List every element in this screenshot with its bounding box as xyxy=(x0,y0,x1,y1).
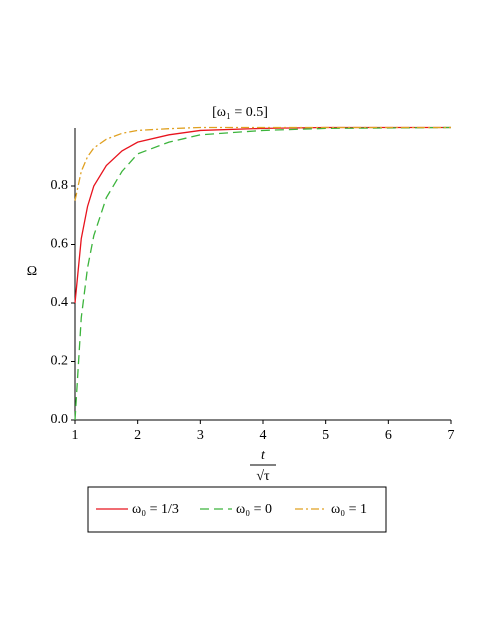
legend-label: ω₀ = 0 xyxy=(236,502,272,517)
legend-label: ω₀ = 1 xyxy=(331,502,367,517)
x-tick-label: 4 xyxy=(260,428,267,443)
chart-title: [ω₁ = 0.5] xyxy=(212,105,268,120)
y-tick-label: 0.4 xyxy=(51,295,69,310)
x-tick-label: 6 xyxy=(385,428,392,443)
x-label-denominator: √τ xyxy=(256,469,270,484)
series-line xyxy=(74,126,452,421)
y-tick-label: 0.2 xyxy=(51,354,69,369)
x-tick-label: 5 xyxy=(322,428,329,443)
y-tick-label: 0.0 xyxy=(51,412,69,427)
x-tick-label: 1 xyxy=(72,428,79,443)
x-label-numerator: t xyxy=(261,448,266,463)
y-tick-label: 0.8 xyxy=(51,178,69,193)
legend-box xyxy=(87,486,387,533)
legend-label: ω₀ = 1/3 xyxy=(132,502,179,517)
y-tick-label: 0.6 xyxy=(51,237,69,252)
x-tick-label: 7 xyxy=(448,428,455,443)
series-line xyxy=(74,126,451,304)
x-tick-label: 3 xyxy=(197,428,204,443)
series-line xyxy=(74,126,451,201)
x-tick-label: 2 xyxy=(134,428,141,443)
y-axis-label: Ω xyxy=(27,264,37,279)
